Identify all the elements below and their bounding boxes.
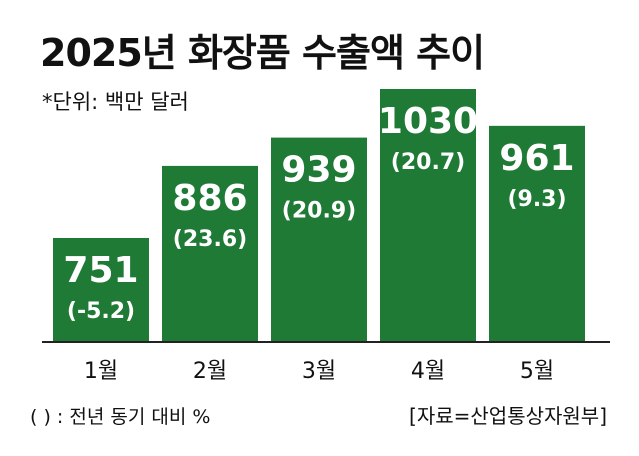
x-tick-label: 3월 [302,359,336,384]
bar-5 [489,125,585,342]
x-tick-label: 2월 [193,359,227,384]
bar-yoy-label: (20.9) [282,199,356,224]
bar-1 [53,238,149,341]
chart-title: 2025년 화장품 수출액 추이 [40,31,485,75]
bar-value-label: 1030 [378,101,478,142]
footnote: ( ) : 전년 동기 대비 % [30,406,211,428]
bars-group: 751 (-5.2) 1월 886 (23.6) 2월 939 (20.9) 3월 1030 (20… [53,89,585,384]
bar-value-label: 886 [172,178,247,219]
bar-yoy-label: (20.7) [391,150,465,175]
x-tick-label: 1월 [84,359,118,384]
bar-yoy-label: (-5.2) [67,299,135,324]
bar-3 [271,137,367,341]
source-label: [자료=산업통상자원부] [409,404,607,428]
bar-value-label: 939 [281,150,356,191]
bar-value-label: 961 [499,138,574,179]
bar-4 [380,89,476,341]
x-tick-label: 4월 [411,359,445,384]
bar-2 [162,165,258,341]
x-tick-label: 5월 [520,359,554,384]
bar-yoy-label: (23.6) [173,227,247,252]
bar-value-label: 751 [63,250,138,291]
unit-note: *단위: 백만 달러 [42,90,189,114]
bar-yoy-label: (9.3) [507,187,566,212]
